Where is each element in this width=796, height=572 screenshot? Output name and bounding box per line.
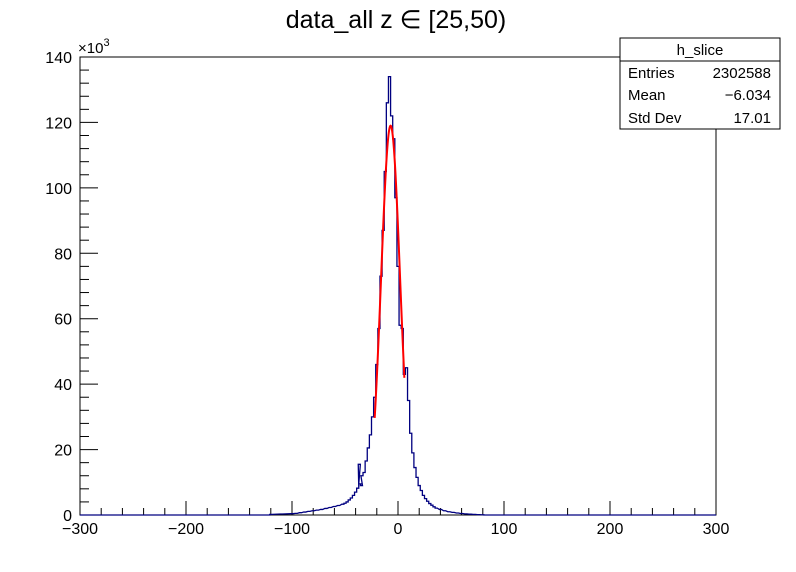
x-tick-label: 200 [597,521,624,538]
y-tick-label: 100 [45,181,72,198]
y-tick-label: 0 [63,508,72,525]
histogram-outline [80,75,716,516]
y-multiplier-label: ×103 [78,37,110,57]
x-tick-label: −100 [274,521,310,538]
x-tick-label: 100 [491,521,518,538]
fit-curve [373,124,406,418]
y-tick-label: 80 [54,246,72,263]
stats-stddev-label: Std Dev [628,110,682,127]
fit-layer [373,124,406,418]
x-tick-label: −200 [168,521,204,538]
x-tick-label: 300 [703,521,730,538]
stats-entries-value: 2302588 [713,65,771,82]
stats-mean-value: −6.034 [725,87,771,104]
stats-stddev-value: 17.01 [733,110,771,127]
y-multiplier-base: ×10 [78,40,103,57]
y-tick-label: 120 [45,115,72,132]
y-multiplier-exponent: 3 [103,37,109,49]
chart-title: data_all z ∈ [25,50) [286,6,507,34]
y-tick-label: 140 [45,50,72,67]
y-tick-label: 40 [54,377,72,394]
stats-box-frame [619,37,781,130]
x-tick-label: 0 [394,521,403,538]
histogram-layer [80,75,716,516]
y-tick-label: 60 [54,312,72,329]
x-tick-label: −300 [62,521,98,538]
stats-entries-label: Entries [628,65,675,82]
y-axis: 0 20 40 60 80 100 120 140 [45,50,98,525]
stats-mean-label: Mean [628,87,666,104]
stats-box-title: h_slice [677,42,724,59]
x-axis: −300 −200 −100 0 100 200 300 [62,501,729,538]
stats-box: h_slice Entries 2302588 Mean −6.034 Std … [619,37,781,130]
y-tick-label: 20 [54,443,72,460]
